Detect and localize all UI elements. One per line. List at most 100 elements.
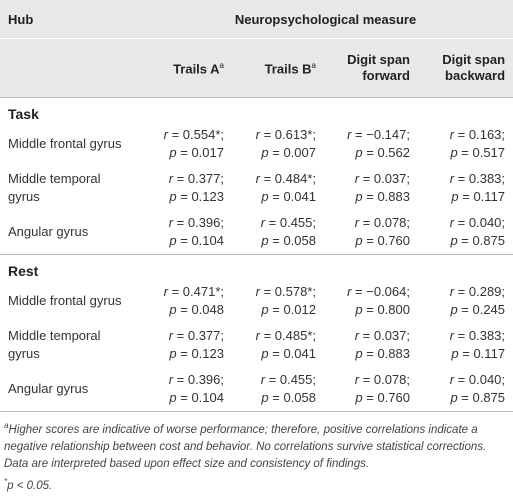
header-row: Hub Neuropsychological measure xyxy=(0,0,513,39)
r-value: r = 0.163; xyxy=(449,127,506,142)
p-value: p = 0.123 xyxy=(169,189,224,204)
stat-cell: r = 0.485*; p = 0.041 xyxy=(232,323,324,367)
p-value: p = 0.058 xyxy=(261,233,316,248)
hub-name: Angular gyrus xyxy=(8,224,89,239)
column-label: Trails B xyxy=(264,61,312,77)
footnote-marker: * xyxy=(4,476,8,486)
stat-cell: r = 0.383; p = 0.117 xyxy=(418,323,513,367)
footnote-text: Higher scores are indicative of worse pe… xyxy=(4,423,487,470)
stat-cell: r = 0.078; p = 0.760 xyxy=(324,210,418,255)
r-value: r = 0.578*; xyxy=(255,284,316,299)
p-value: p = 0.117 xyxy=(451,189,506,204)
section-row: Rest xyxy=(0,254,513,279)
data-row: Angular gyrus r = 0.396; p = 0.104 r = 0.45… xyxy=(0,367,513,411)
section-row: Task xyxy=(0,97,513,122)
column-note: a xyxy=(311,61,316,71)
p-value: p = 0.875 xyxy=(450,390,506,405)
r-value: r = −0.064; xyxy=(347,284,410,299)
measure-header: Neuropsychological measure xyxy=(138,0,513,39)
table-body: Task Middle frontal gyrus r = 0.554*; p = 0… xyxy=(0,97,513,412)
data-row: Middle temporal gyrus r = 0.377; p = 0.123… xyxy=(0,323,513,367)
r-value: r = 0.396; xyxy=(168,372,224,387)
p-value: p = 0.017 xyxy=(169,145,224,160)
r-value: r = 0.396; xyxy=(168,215,224,230)
column-header-row: Trails Aa Trails Ba Digit span forward Digi… xyxy=(0,38,513,98)
column-header: Trails Ba xyxy=(232,38,324,98)
data-row: Middle frontal gyrus r = 0.471*; p = 0.048… xyxy=(0,279,513,323)
r-value: r = 0.040; xyxy=(449,372,506,387)
footnotes: aHigher scores are indicative of worse p… xyxy=(0,411,513,495)
p-value: p = 0.883 xyxy=(355,189,410,204)
footnote: aHigher scores are indicative of worse p… xyxy=(4,417,509,473)
r-value: r = 0.037; xyxy=(354,171,410,186)
data-row: Middle frontal gyrus r = 0.554*; p = 0.017… xyxy=(0,122,513,166)
p-value: p = 0.760 xyxy=(355,390,410,405)
r-value: r = 0.377; xyxy=(168,171,224,186)
p-value: p = 0.012 xyxy=(261,302,316,317)
stat-cell: r = 0.377; p = 0.123 xyxy=(138,323,232,367)
p-value: p = 0.117 xyxy=(451,346,506,361)
column-header: Digit span backward xyxy=(418,38,513,98)
r-value: r = 0.484*; xyxy=(255,171,316,186)
p-value: p = 0.048 xyxy=(169,302,224,317)
r-value: r = 0.383; xyxy=(449,171,506,186)
stat-cell: r = 0.455; p = 0.058 xyxy=(232,367,324,411)
footnote-text: p < 0.05. xyxy=(7,479,53,492)
stat-cell: r = 0.396; p = 0.104 xyxy=(138,367,232,411)
hub-name: Middle frontal gyrus xyxy=(8,136,122,151)
r-value: r = 0.377; xyxy=(168,328,224,343)
hub-name: Middle frontal gyrus xyxy=(8,293,122,308)
stat-cell: r = 0.471*; p = 0.048 xyxy=(138,279,232,323)
stat-cell: r = 0.163; p = 0.517 xyxy=(418,122,513,166)
r-value: r = 0.455; xyxy=(260,215,316,230)
stat-cell: r = 0.040; p = 0.875 xyxy=(418,367,513,411)
column-header: Digit span forward xyxy=(324,38,418,98)
footnote: *p < 0.05. xyxy=(4,473,509,495)
footnote-marker: a xyxy=(4,421,9,430)
column-header: Trails Aa xyxy=(138,38,232,98)
stat-cell: r = 0.037; p = 0.883 xyxy=(324,166,418,210)
stat-cell: r = 0.078; p = 0.760 xyxy=(324,367,418,411)
column-label: Digit span backward xyxy=(442,52,506,83)
section-title: Rest xyxy=(0,254,513,279)
stat-cell: r = 0.578*; p = 0.012 xyxy=(232,279,324,323)
column-label: Trails A xyxy=(173,61,220,77)
r-value: r = 0.289; xyxy=(449,284,506,299)
hub-name: Angular gyrus xyxy=(8,381,89,396)
p-value: p = 0.800 xyxy=(355,302,410,317)
hub-name: Middle temporal gyrus xyxy=(8,171,101,204)
r-value: r = 0.613*; xyxy=(255,127,316,142)
table: Hub Neuropsychological measure Trails Aa… xyxy=(0,0,513,412)
p-value: p = 0.041 xyxy=(261,346,316,361)
p-value: p = 0.007 xyxy=(261,145,316,160)
p-value: p = 0.123 xyxy=(169,346,224,361)
p-value: p = 0.104 xyxy=(169,233,224,248)
stat-cell: r = 0.037; p = 0.883 xyxy=(324,323,418,367)
stat-cell: r = 0.396; p = 0.104 xyxy=(138,210,232,255)
stat-cell: r = 0.383; p = 0.117 xyxy=(418,166,513,210)
p-value: p = 0.104 xyxy=(169,390,224,405)
r-value: r = −0.147; xyxy=(347,127,410,142)
r-value: r = 0.078; xyxy=(354,215,410,230)
data-row: Middle temporal gyrus r = 0.377; p = 0.123… xyxy=(0,166,513,210)
stat-cell: r = 0.377; p = 0.123 xyxy=(138,166,232,210)
stat-cell: r = −0.064; p = 0.800 xyxy=(324,279,418,323)
r-value: r = 0.078; xyxy=(354,372,410,387)
stat-cell: r = 0.613*; p = 0.007 xyxy=(232,122,324,166)
data-row: Angular gyrus r = 0.396; p = 0.104 r = 0.45… xyxy=(0,210,513,255)
r-value: r = 0.554*; xyxy=(163,127,224,142)
p-value: p = 0.058 xyxy=(261,390,316,405)
r-value: r = 0.485*; xyxy=(255,328,316,343)
r-value: r = 0.471*; xyxy=(163,284,224,299)
column-label: Digit span forward xyxy=(347,52,410,83)
stat-cell: r = 0.040; p = 0.875 xyxy=(418,210,513,255)
empty-header xyxy=(0,38,138,98)
r-value: r = 0.037; xyxy=(354,328,410,343)
stat-cell: r = −0.147; p = 0.562 xyxy=(324,122,418,166)
p-value: p = 0.883 xyxy=(355,346,410,361)
stat-cell: r = 0.554*; p = 0.017 xyxy=(138,122,232,166)
hub-name: Middle temporal gyrus xyxy=(8,328,101,361)
column-note: a xyxy=(219,61,224,71)
r-value: r = 0.040; xyxy=(449,215,506,230)
